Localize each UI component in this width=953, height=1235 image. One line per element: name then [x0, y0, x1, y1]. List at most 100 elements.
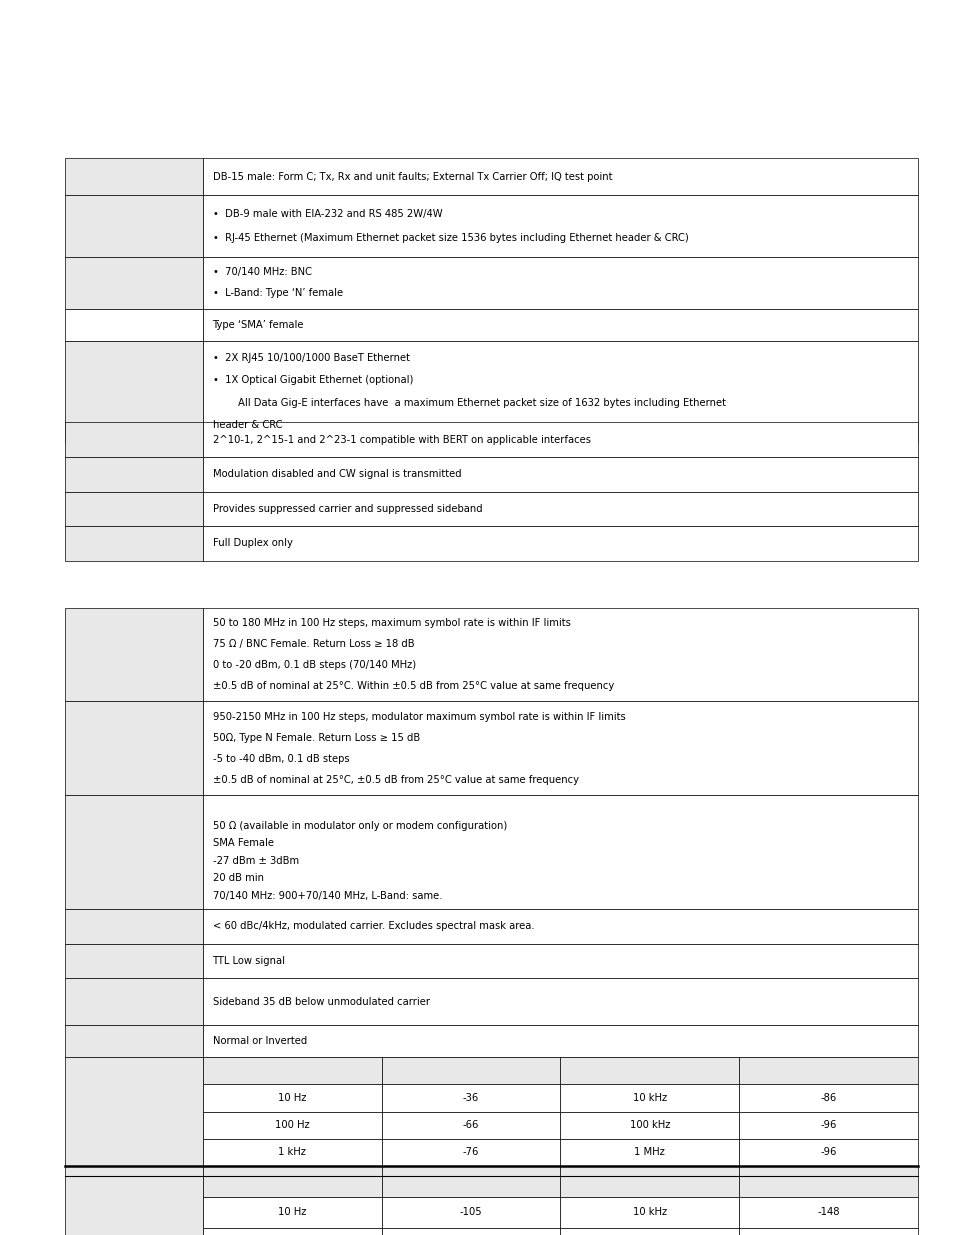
Bar: [739, 1197, 917, 1228]
Bar: [203, 795, 917, 909]
Bar: [559, 1228, 739, 1235]
Bar: [203, 1228, 381, 1235]
Bar: [65, 257, 203, 309]
Bar: [203, 1139, 381, 1166]
Bar: [203, 1057, 381, 1084]
Bar: [203, 1197, 381, 1228]
Bar: [65, 457, 203, 492]
Bar: [559, 1057, 739, 1084]
Bar: [203, 1084, 381, 1112]
Bar: [65, 158, 203, 195]
Text: -105: -105: [459, 1207, 482, 1218]
Bar: [65, 1025, 203, 1057]
Bar: [65, 944, 203, 978]
Bar: [65, 1057, 203, 1166]
Text: Modulation disabled and CW signal is transmitted: Modulation disabled and CW signal is tra…: [213, 469, 460, 479]
Bar: [203, 195, 917, 257]
Bar: [203, 422, 917, 457]
Bar: [559, 1166, 739, 1197]
Bar: [739, 1228, 917, 1235]
Text: -66: -66: [462, 1120, 478, 1130]
Text: SMA Female: SMA Female: [213, 839, 274, 848]
Text: -96: -96: [820, 1120, 836, 1130]
Bar: [203, 526, 917, 561]
Bar: [203, 457, 917, 492]
Text: -96: -96: [820, 1147, 836, 1157]
Text: -76: -76: [462, 1147, 478, 1157]
Bar: [203, 1112, 381, 1139]
Bar: [65, 909, 203, 944]
Bar: [203, 341, 917, 442]
Text: 100 Hz: 100 Hz: [274, 1120, 310, 1130]
Bar: [203, 978, 917, 1025]
Bar: [381, 1197, 559, 1228]
Text: •  2X RJ45 10/100/1000 BaseT Ethernet: • 2X RJ45 10/100/1000 BaseT Ethernet: [213, 353, 409, 363]
Bar: [381, 1057, 559, 1084]
Bar: [65, 341, 203, 442]
Text: -36: -36: [462, 1093, 478, 1103]
Text: 10 kHz: 10 kHz: [632, 1207, 666, 1218]
Text: •  70/140 MHz: BNC: • 70/140 MHz: BNC: [213, 268, 312, 278]
Text: 70/140 MHz: 900+70/140 MHz, L-Band: same.: 70/140 MHz: 900+70/140 MHz, L-Band: same…: [213, 890, 441, 900]
Text: •  DB-9 male with EIA-232 and RS 485 2W/4W: • DB-9 male with EIA-232 and RS 485 2W/4…: [213, 209, 442, 219]
Text: 950-2150 MHz in 100 Hz steps, modulator maximum symbol rate is within IF limits: 950-2150 MHz in 100 Hz steps, modulator …: [213, 713, 624, 722]
Bar: [203, 608, 917, 701]
Text: •  L-Band: Type ‘N’ female: • L-Band: Type ‘N’ female: [213, 288, 342, 298]
Text: 50 to 180 MHz in 100 Hz steps, maximum symbol rate is within IF limits: 50 to 180 MHz in 100 Hz steps, maximum s…: [213, 619, 570, 629]
Text: 1 MHz: 1 MHz: [634, 1147, 664, 1157]
Bar: [203, 1166, 381, 1197]
Bar: [381, 1228, 559, 1235]
Bar: [381, 1139, 559, 1166]
Text: •  1X Optical Gigabit Ethernet (optional): • 1X Optical Gigabit Ethernet (optional): [213, 375, 413, 385]
Text: ±0.5 dB of nominal at 25°C. Within ±0.5 dB from 25°C value at same frequency: ±0.5 dB of nominal at 25°C. Within ±0.5 …: [213, 680, 613, 690]
Text: •  RJ-45 Ethernet (Maximum Ethernet packet size 1536 bytes including Ethernet he: • RJ-45 Ethernet (Maximum Ethernet packe…: [213, 233, 688, 243]
Bar: [65, 608, 203, 701]
Bar: [203, 1025, 917, 1057]
Bar: [65, 795, 203, 909]
Text: Full Duplex only: Full Duplex only: [213, 538, 293, 548]
Bar: [203, 944, 917, 978]
Text: header & CRC: header & CRC: [213, 420, 282, 430]
Text: Sideband 35 dB below unmodulated carrier: Sideband 35 dB below unmodulated carrier: [213, 997, 429, 1007]
Bar: [381, 1084, 559, 1112]
Text: -86: -86: [820, 1093, 836, 1103]
Bar: [203, 701, 917, 795]
Text: Type ‘SMA’ female: Type ‘SMA’ female: [213, 320, 304, 330]
Bar: [65, 309, 203, 341]
Bar: [65, 701, 203, 795]
Bar: [203, 492, 917, 526]
Text: < 60 dBc/4kHz, modulated carrier. Excludes spectral mask area.: < 60 dBc/4kHz, modulated carrier. Exclud…: [213, 921, 534, 931]
Bar: [739, 1112, 917, 1139]
Text: 100 kHz: 100 kHz: [629, 1120, 669, 1130]
Text: All Data Gig-E interfaces have  a maximum Ethernet packet size of 1632 bytes inc: All Data Gig-E interfaces have a maximum…: [213, 398, 725, 408]
Bar: [65, 526, 203, 561]
Text: Provides suppressed carrier and suppressed sideband: Provides suppressed carrier and suppress…: [213, 504, 481, 514]
Text: 50Ω, Type N Female. Return Loss ≥ 15 dB: 50Ω, Type N Female. Return Loss ≥ 15 dB: [213, 734, 419, 743]
Text: -27 dBm ± 3dBm: -27 dBm ± 3dBm: [213, 856, 298, 866]
Bar: [559, 1139, 739, 1166]
Text: 50 Ω (available in modulator only or modem configuration): 50 Ω (available in modulator only or mod…: [213, 821, 506, 831]
Bar: [65, 978, 203, 1025]
Text: Normal or Inverted: Normal or Inverted: [213, 1036, 307, 1046]
Text: -148: -148: [817, 1207, 839, 1218]
Bar: [381, 1166, 559, 1197]
Bar: [203, 309, 917, 341]
Text: 0 to -20 dBm, 0.1 dB steps (70/140 MHz): 0 to -20 dBm, 0.1 dB steps (70/140 MHz): [213, 659, 416, 669]
Bar: [65, 422, 203, 457]
Bar: [739, 1084, 917, 1112]
Text: 20 dB min: 20 dB min: [213, 873, 263, 883]
Text: 75 Ω / BNC Female. Return Loss ≥ 18 dB: 75 Ω / BNC Female. Return Loss ≥ 18 dB: [213, 640, 414, 650]
Text: TTL Low signal: TTL Low signal: [213, 956, 285, 966]
Bar: [381, 1112, 559, 1139]
Text: 10 Hz: 10 Hz: [278, 1207, 306, 1218]
Bar: [739, 1166, 917, 1197]
Text: 1 kHz: 1 kHz: [278, 1147, 306, 1157]
Text: 2^10-1, 2^15-1 and 2^23-1 compatible with BERT on applicable interfaces: 2^10-1, 2^15-1 and 2^23-1 compatible wit…: [213, 435, 590, 445]
Bar: [559, 1112, 739, 1139]
Bar: [559, 1197, 739, 1228]
Bar: [65, 195, 203, 257]
Bar: [203, 909, 917, 944]
Bar: [65, 492, 203, 526]
Bar: [739, 1139, 917, 1166]
Bar: [203, 257, 917, 309]
